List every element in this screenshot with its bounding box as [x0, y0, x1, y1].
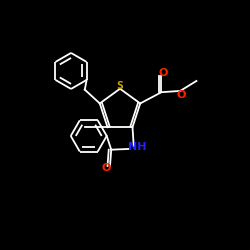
Text: O: O [102, 164, 111, 173]
Text: NH: NH [128, 142, 147, 152]
Text: S: S [116, 81, 123, 91]
Text: O: O [177, 90, 186, 100]
Text: O: O [158, 68, 168, 78]
